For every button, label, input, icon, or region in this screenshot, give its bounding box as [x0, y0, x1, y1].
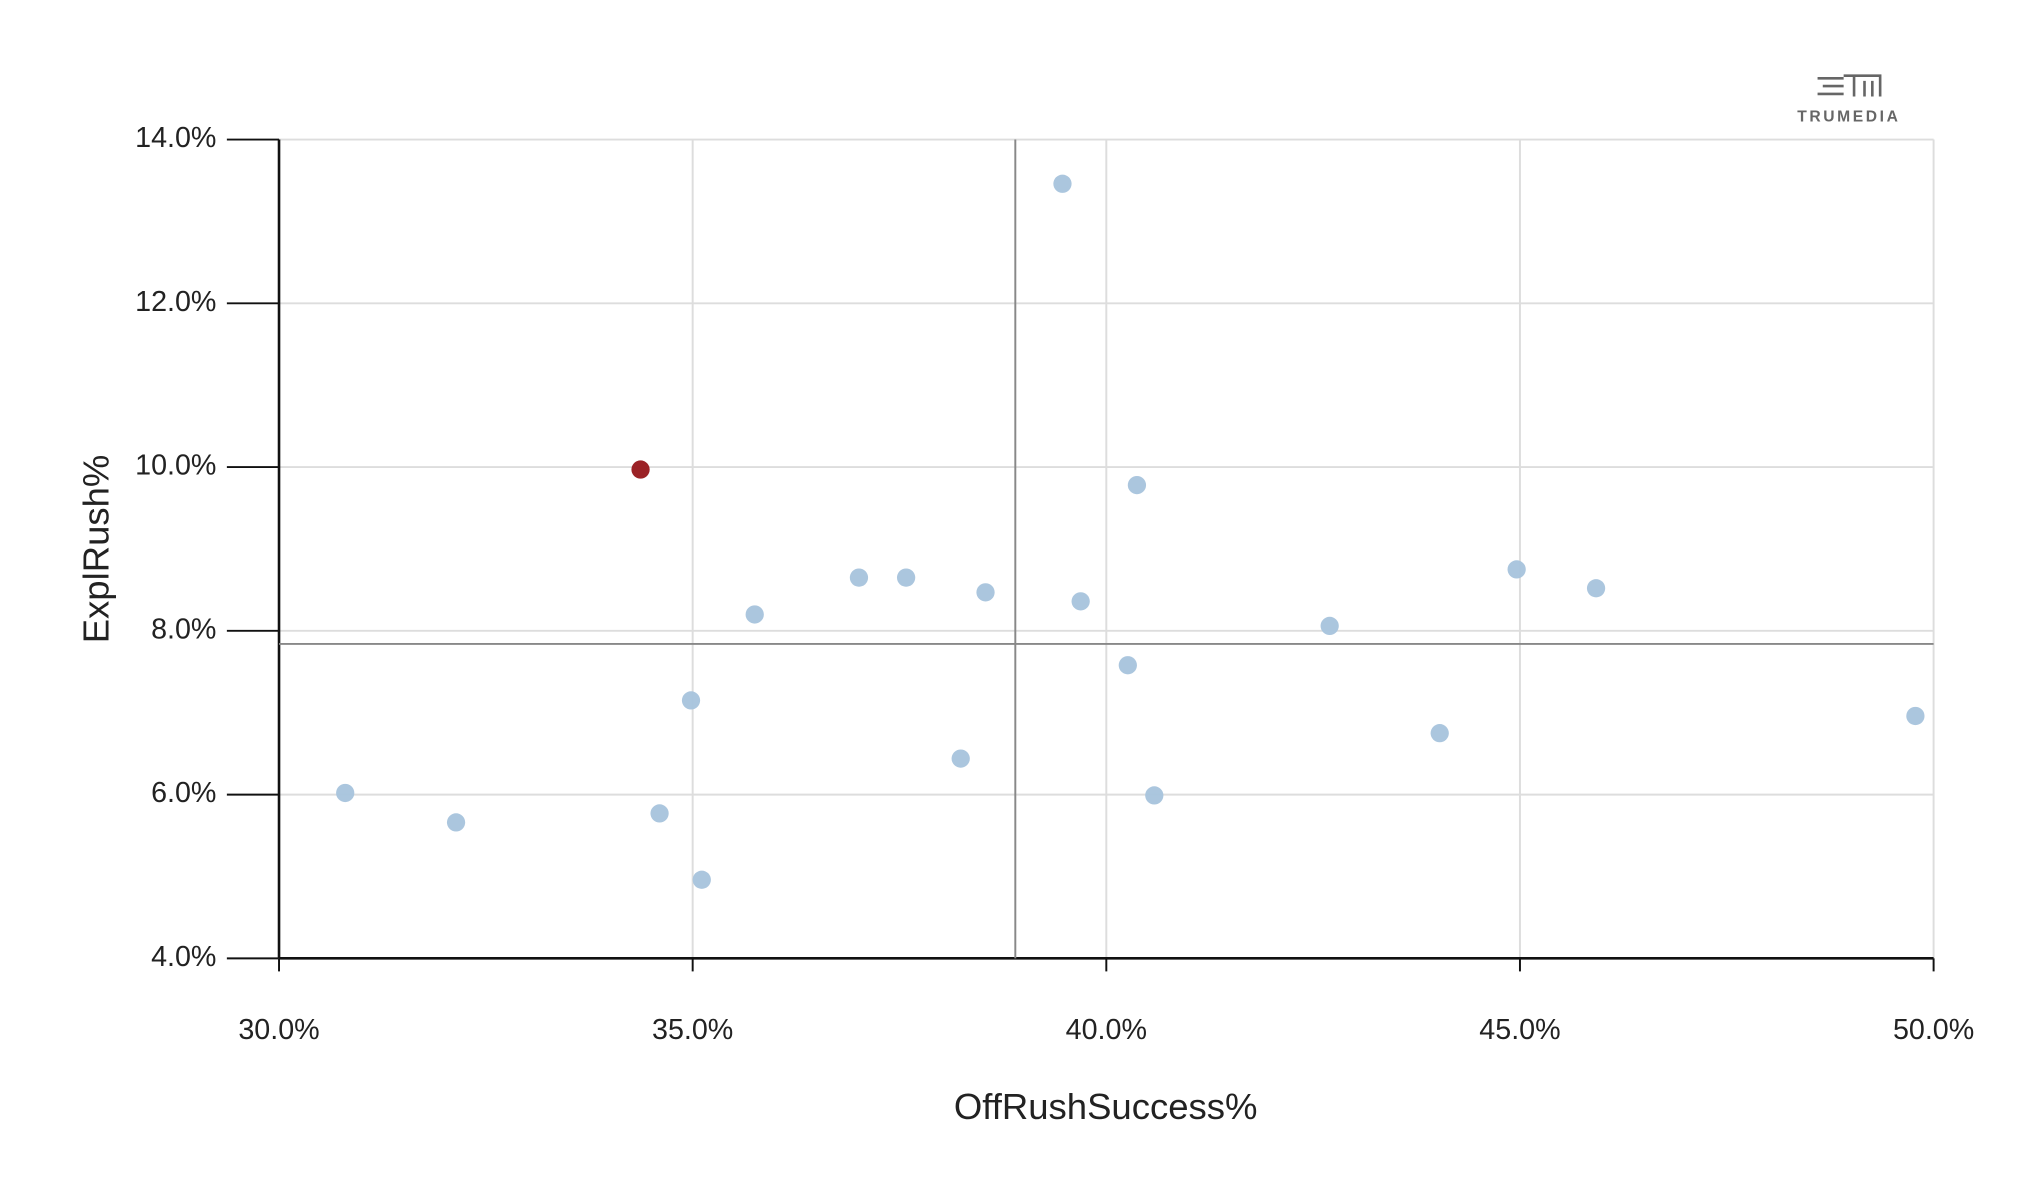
- point: [631, 460, 650, 479]
- point: [976, 583, 995, 602]
- point: [1071, 592, 1090, 611]
- x-tick-label: 35.0%: [652, 1014, 733, 1046]
- logo: [1817, 74, 1882, 97]
- point: [1320, 616, 1339, 636]
- point: [1906, 706, 1925, 726]
- y-tick-label: 8.0%: [151, 613, 216, 645]
- point: [896, 568, 916, 587]
- y-axis-title: ExplRush%: [76, 455, 117, 644]
- point: [1118, 656, 1137, 675]
- point: [1430, 724, 1449, 743]
- x-tick-label: 40.0%: [1066, 1014, 1147, 1046]
- x-axis-title: OffRushSuccess%: [954, 1086, 1258, 1127]
- y-tick-label: 6.0%: [151, 777, 216, 809]
- point: [681, 691, 701, 710]
- point: [951, 749, 970, 768]
- y-tick-label: 14.0%: [135, 122, 216, 154]
- point: [1145, 786, 1164, 805]
- point: [1507, 560, 1526, 579]
- point: [1127, 475, 1147, 495]
- point: [692, 870, 711, 889]
- x-tick-label: 45.0%: [1479, 1014, 1560, 1046]
- y-tick-label: 4.0%: [151, 941, 216, 973]
- point: [849, 568, 869, 587]
- logo-text: TRUMEDIA: [1797, 109, 1900, 126]
- y-tick-label: 10.0%: [135, 450, 216, 482]
- point: [446, 813, 466, 832]
- point: [1053, 174, 1072, 193]
- point: [745, 605, 764, 624]
- x-tick-label: 30.0%: [238, 1014, 319, 1046]
- point: [1586, 579, 1606, 598]
- x-tick-label: 50.0%: [1893, 1014, 1974, 1046]
- point: [336, 783, 355, 803]
- y-tick-label: 12.0%: [135, 286, 216, 318]
- point: [650, 804, 669, 823]
